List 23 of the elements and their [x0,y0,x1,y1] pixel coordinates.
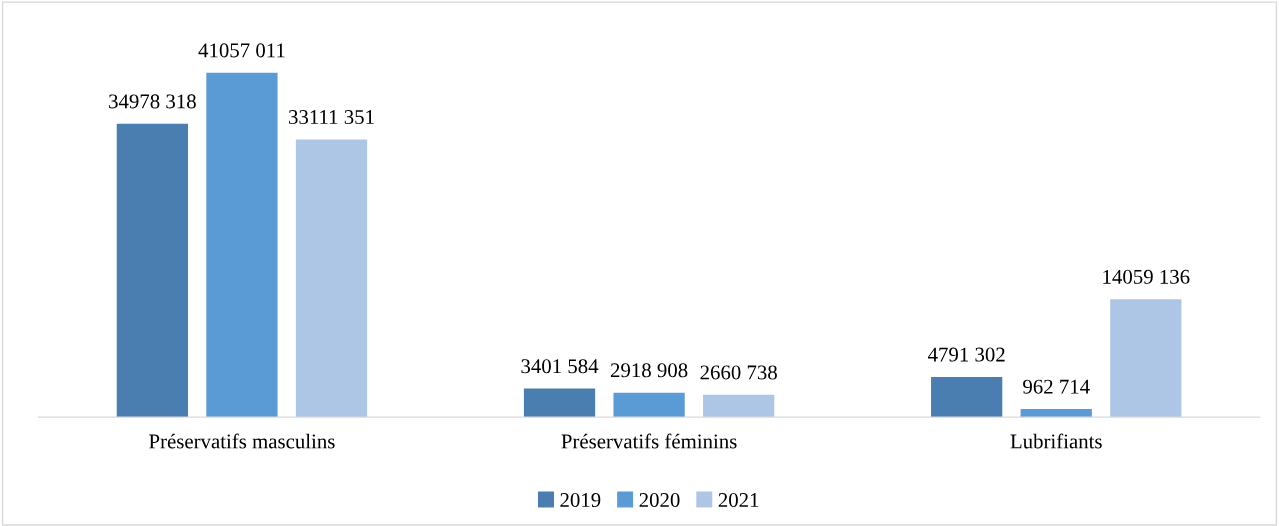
x-tick-label: Préservatifs féminins [561,433,737,449]
data-label: 14059 136 [1103,269,1190,284]
bar [295,139,368,418]
bar [523,388,596,418]
data-label: 3401 584 [521,359,599,374]
data-label: 2918 908 [610,363,688,378]
data-label: 2660 738 [700,365,777,380]
legend-label: 2021 [718,493,759,508]
legend-label: 2020 [639,493,680,508]
x-tick-label: Lubrifiants [1010,433,1102,449]
bar [1110,299,1182,418]
bar [703,394,775,418]
data-label: 41057 011 [198,43,285,58]
bar [613,392,685,418]
bar [116,123,188,418]
data-label: 33111 351 [289,110,374,125]
data-label: 4791 302 [928,347,1005,362]
bar [206,72,278,418]
data-label: 962 714 [1023,379,1090,394]
data-label: 34978 318 [109,94,196,109]
bar [931,376,1003,418]
legend-label: 2019 [560,493,601,508]
x-tick-label: Préservatifs masculins [149,433,335,449]
